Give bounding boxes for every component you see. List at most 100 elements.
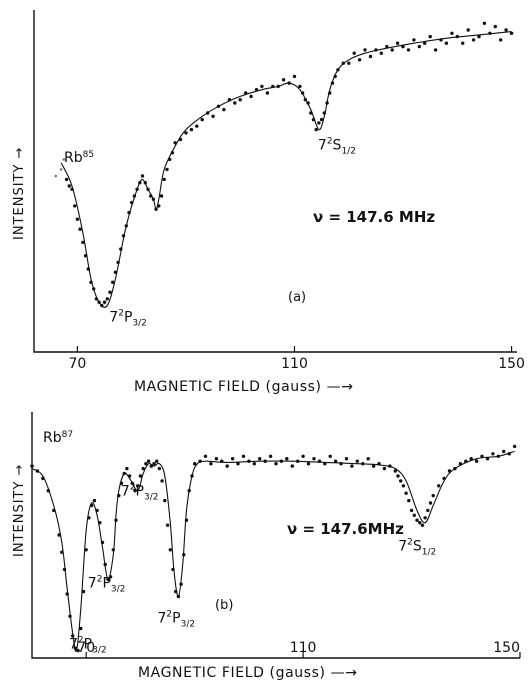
data-point-b-25 xyxy=(111,548,116,552)
data-point-a-1 xyxy=(59,168,63,171)
data-point-a-41 xyxy=(168,157,172,162)
data-point-a-95 xyxy=(417,44,421,49)
data-point-b-2 xyxy=(41,476,45,481)
data-point-b-8 xyxy=(65,592,69,596)
data-point-a-7 xyxy=(75,217,80,221)
data-point-b-57 xyxy=(203,454,208,458)
y-axis-label-b: INTENSITY → xyxy=(12,464,27,557)
data-point-a-111 xyxy=(504,28,508,32)
annotations-b: 72P3/2 72P3/2 72P3/2 72P3/2 72S1/2 xyxy=(69,483,436,656)
data-point-b-104 xyxy=(426,508,430,513)
data-point-a-84 xyxy=(357,58,362,62)
data-point-a-58 xyxy=(254,88,259,92)
data-point-a-107 xyxy=(482,21,487,25)
data-point-a-12 xyxy=(89,280,93,284)
data-point-a-11 xyxy=(86,267,91,271)
peak-label-a-1: 72S1/2 xyxy=(318,137,356,157)
data-point-a-14 xyxy=(94,297,99,301)
data-point-b-49 xyxy=(176,594,181,599)
data-point-b-86 xyxy=(361,462,365,466)
data-point-b-111 xyxy=(458,462,463,466)
data-point-a-9 xyxy=(81,240,85,245)
data-point-a-44 xyxy=(178,137,183,142)
data-point-a-51 xyxy=(216,104,221,109)
data-point-b-68 xyxy=(263,459,267,463)
data-point-b-84 xyxy=(350,464,354,468)
data-point-b-17 xyxy=(89,503,94,508)
x-ticks-a: 70 110 150 xyxy=(69,346,525,372)
data-point-b-102 xyxy=(420,523,425,527)
x-axis-label-a: MAGNETIC FIELD (gauss) —→ xyxy=(134,379,354,395)
data-point-a-92 xyxy=(401,44,405,49)
data-point-a-87 xyxy=(374,48,378,52)
peak-label-b-0: 72P3/2 xyxy=(69,636,107,656)
y-axis-label-a: INTENSITY → xyxy=(12,147,27,240)
data-point-a-47 xyxy=(195,124,199,128)
data-point-b-42 xyxy=(157,466,162,471)
x-ticks-b: 70 110 150 xyxy=(77,640,521,658)
data-point-b-16 xyxy=(87,516,91,520)
data-point-a-63 xyxy=(281,78,286,82)
data-point-b-10 xyxy=(71,634,75,638)
axes-frame-a xyxy=(33,10,517,353)
data-point-a-98 xyxy=(433,48,438,52)
data-point-a-26 xyxy=(127,210,131,215)
data-point-a-32 xyxy=(143,181,147,185)
data-point-b-92 xyxy=(393,469,397,473)
data-point-a-91 xyxy=(395,41,400,45)
data-point-a-24 xyxy=(121,234,126,238)
data-point-a-96 xyxy=(423,41,427,45)
data-point-b-26 xyxy=(114,518,118,522)
data-point-b-52 xyxy=(184,518,189,522)
data-point-b-101 xyxy=(418,521,422,525)
data-point-b-98 xyxy=(409,508,414,513)
data-point-a-89 xyxy=(385,44,389,49)
fit-curve-b xyxy=(31,450,515,653)
data-point-a-86 xyxy=(368,54,373,59)
data-point-a-52 xyxy=(222,107,226,112)
data-point-a-71 xyxy=(311,117,316,122)
data-point-b-76 xyxy=(306,462,311,466)
peak-label-a-0: 72P3/2 xyxy=(109,309,147,329)
data-point-b-60 xyxy=(220,459,224,463)
data-point-a-102 xyxy=(455,34,459,39)
data-point-a-27 xyxy=(130,200,134,205)
data-point-a-57 xyxy=(249,94,253,99)
data-point-b-37 xyxy=(144,462,148,466)
data-point-b-114 xyxy=(474,459,479,463)
data-point-a-25 xyxy=(124,224,128,228)
axes-frame-b xyxy=(31,412,520,659)
data-point-b-13 xyxy=(79,626,83,631)
data-point-b-121 xyxy=(512,444,517,449)
data-point-a-49 xyxy=(206,111,210,115)
data-point-a-16 xyxy=(100,303,104,308)
data-point-b-107 xyxy=(437,484,441,488)
data-point-b-93 xyxy=(396,474,400,478)
data-point-a-46 xyxy=(189,127,194,132)
data-point-a-68 xyxy=(303,98,307,102)
data-point-a-112 xyxy=(509,31,514,35)
data-point-b-90 xyxy=(382,466,387,471)
data-point-a-110 xyxy=(499,38,503,42)
data-point-a-37 xyxy=(157,204,161,208)
data-point-a-29 xyxy=(135,187,139,191)
data-point-a-60 xyxy=(265,91,270,95)
data-point-b-33 xyxy=(133,489,137,493)
data-point-b-77 xyxy=(312,457,316,461)
data-point-b-54 xyxy=(190,474,194,478)
data-points-a xyxy=(54,21,514,308)
data-point-a-82 xyxy=(347,61,351,65)
data-point-a-28 xyxy=(132,194,137,198)
data-point-a-83 xyxy=(352,51,356,55)
data-point-b-4 xyxy=(52,508,56,513)
data-point-b-22 xyxy=(103,562,107,567)
data-point-a-76 xyxy=(325,101,329,105)
data-point-b-83 xyxy=(344,457,349,461)
data-point-a-85 xyxy=(363,48,367,52)
data-point-b-12 xyxy=(76,648,80,653)
data-point-a-30 xyxy=(138,181,142,185)
data-point-b-28 xyxy=(119,481,124,485)
data-point-a-56 xyxy=(244,91,248,95)
data-point-b-32 xyxy=(130,481,134,485)
data-point-a-19 xyxy=(108,290,112,294)
